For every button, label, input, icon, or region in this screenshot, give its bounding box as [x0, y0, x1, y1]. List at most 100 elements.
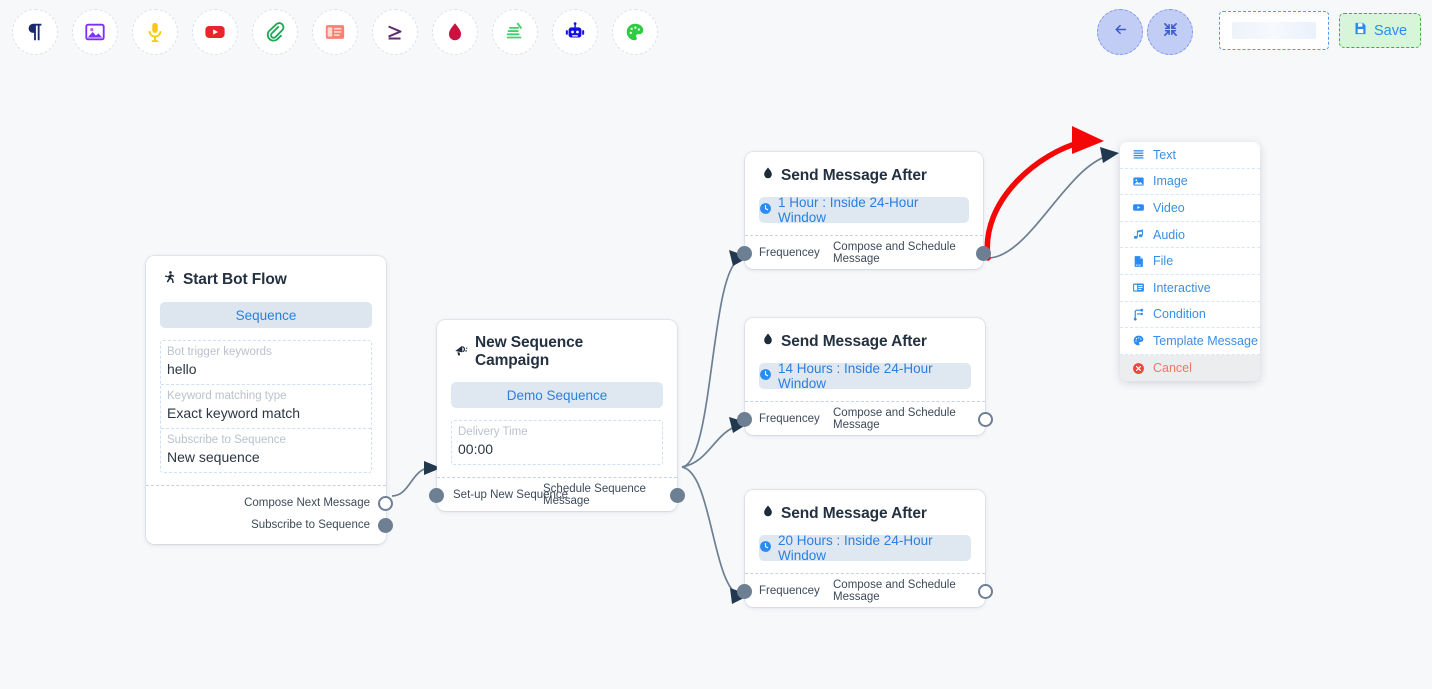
field-delivery-time[interactable]: Delivery Time 00:00 — [452, 421, 662, 464]
toolbar-button-template-message[interactable] — [612, 9, 658, 55]
node-fields: Bot trigger keywords hello Keyword match… — [160, 340, 372, 473]
menu-item-text[interactable]: Text — [1120, 142, 1260, 169]
clock-icon — [759, 202, 772, 218]
fullscreen-button[interactable] — [1147, 9, 1193, 55]
node-title: Send Message After — [745, 318, 985, 351]
node-pill-frequency[interactable]: 14 Hours : Inside 24-Hour Window — [759, 361, 971, 391]
node-pill-label: 20 Hours : Inside 24-Hour Window — [778, 533, 933, 563]
field-label: Keyword matching type — [167, 390, 287, 402]
port-frequency-in[interactable] — [737, 412, 752, 427]
palette-icon — [1131, 334, 1145, 348]
port-label-in: Frequencey — [759, 246, 820, 259]
running-person-icon — [162, 270, 177, 290]
node-send-message-after-2[interactable]: Send Message After 14 Hours : Inside 24-… — [737, 318, 993, 435]
node-title: Send Message After — [745, 490, 985, 523]
port-compose-next-message[interactable] — [378, 495, 393, 511]
droplet-icon — [761, 504, 775, 523]
port-subscribe-to-sequence[interactable] — [378, 517, 393, 533]
toolbar-button-interactive[interactable] — [312, 9, 358, 55]
field-label: Delivery Time — [458, 426, 528, 438]
port-compose-and-schedule-message[interactable] — [978, 584, 993, 599]
field-value: 00:00 — [458, 441, 494, 457]
palette-icon — [624, 21, 646, 43]
toolbar-button-file[interactable] — [252, 9, 298, 55]
field-value: hello — [167, 361, 197, 377]
node-start-bot-flow[interactable]: Start Bot Flow Sequence Bot trigger keyw… — [146, 256, 393, 544]
node-title-text: Send Message After — [781, 166, 927, 184]
node-footer: Frequencey Compose and Schedule Message — [737, 573, 993, 607]
back-button[interactable] — [1097, 9, 1143, 55]
node-footer: Frequencey Compose and Schedule Message — [737, 235, 991, 269]
node-pill-frequency[interactable]: 1 Hour : Inside 24-Hour Window — [759, 195, 969, 225]
node-fields: Delivery Time 00:00 — [451, 420, 663, 465]
menu-item-image[interactable]: Image — [1120, 169, 1260, 196]
menu-item-audio[interactable]: Audio — [1120, 222, 1260, 249]
menu-item-cancel[interactable]: Cancel — [1120, 354, 1260, 382]
field-subscribe-to-sequence[interactable]: Subscribe to Sequence New sequence — [161, 429, 371, 472]
port-label: Compose Next Message — [244, 497, 370, 509]
droplet-icon — [761, 166, 775, 185]
close-circle-icon — [1131, 361, 1145, 375]
field-bot-trigger-keywords[interactable]: Bot trigger keywords hello — [161, 341, 371, 385]
menu-item-interactive[interactable]: Interactive — [1120, 275, 1260, 302]
node-pill-label: Demo Sequence — [506, 387, 608, 403]
node-pill-frequency[interactable]: 20 Hours : Inside 24-Hour Window — [759, 533, 971, 563]
menu-item-video[interactable]: Video — [1120, 195, 1260, 222]
clock-icon — [759, 368, 772, 384]
menu-item-template-message[interactable]: Template Message — [1120, 328, 1260, 355]
port-row-compose-next-message: Compose Next Message — [146, 492, 393, 514]
port-label-out: Schedule Sequence Message — [543, 482, 646, 507]
node-send-message-after-1[interactable]: Send Message After 1 Hour : Inside 24-Ho… — [737, 152, 991, 269]
search-input[interactable] — [1219, 11, 1329, 50]
menu-item-file[interactable]: PDF File — [1120, 248, 1260, 275]
arrow-left-icon — [1112, 21, 1129, 43]
node-new-sequence-campaign[interactable]: New Sequence Campaign Demo Sequence Deli… — [429, 320, 685, 511]
toolbar-button-sequence[interactable] — [492, 9, 538, 55]
field-value: New sequence — [167, 449, 260, 465]
sequence-icon — [504, 21, 526, 43]
message-type-menu[interactable]: Text Image Video — [1120, 142, 1260, 382]
menu-item-label: Cancel — [1153, 361, 1192, 376]
port-frequency-in[interactable] — [737, 246, 752, 261]
field-value: Exact keyword match — [167, 405, 301, 421]
toolbar-button-condition[interactable] — [372, 9, 418, 55]
toolbar-button-paragraph[interactable] — [12, 9, 58, 55]
port-compose-and-schedule-message[interactable] — [978, 412, 993, 427]
menu-item-condition[interactable]: Condition — [1120, 302, 1260, 329]
node-pill-sequence[interactable]: Sequence — [160, 302, 372, 328]
port-label-in: Set-up New Sequence — [453, 488, 569, 501]
node-footer: Compose Next Message Subscribe to Sequen… — [146, 485, 393, 544]
save-button[interactable]: Save — [1339, 13, 1421, 48]
node-pill-demo-sequence[interactable]: Demo Sequence — [451, 382, 663, 408]
video-icon — [1131, 201, 1145, 215]
port-compose-and-schedule-message[interactable] — [976, 246, 991, 261]
image-icon — [1131, 174, 1145, 188]
field-keyword-matching-type[interactable]: Keyword matching type Exact keyword matc… — [161, 385, 371, 429]
toolbar-button-send-message-after[interactable] — [432, 9, 478, 55]
node-pill-label: 14 Hours : Inside 24-Hour Window — [778, 361, 933, 391]
toolbar-button-bot[interactable] — [552, 9, 598, 55]
menu-item-label: Text — [1153, 147, 1176, 162]
node-pill-label: 1 Hour : Inside 24-Hour Window — [778, 195, 919, 225]
node-title: Send Message After — [745, 152, 983, 185]
port-setup-new-sequence[interactable] — [429, 488, 444, 503]
toolbar-button-video[interactable] — [192, 9, 238, 55]
menu-item-label: Video — [1153, 200, 1185, 215]
port-schedule-sequence-message[interactable] — [670, 488, 685, 503]
node-send-message-after-3[interactable]: Send Message After 20 Hours : Inside 24-… — [737, 490, 993, 607]
node-pill-label: Sequence — [235, 307, 297, 323]
port-frequency-in[interactable] — [737, 584, 752, 599]
node-footer: Frequencey Compose and Schedule Message — [737, 401, 993, 435]
save-disk-icon — [1353, 21, 1368, 40]
top-toolbar: Save — [0, 0, 1432, 65]
toolbar-button-audio[interactable] — [132, 9, 178, 55]
text-lines-icon — [1131, 148, 1145, 162]
paragraph-icon — [24, 21, 46, 43]
toolbar-button-image[interactable] — [72, 9, 118, 55]
interactive-icon — [1131, 281, 1145, 295]
port-label-out: Compose and Schedule Message — [833, 406, 956, 431]
menu-item-label: Image — [1153, 174, 1188, 189]
megaphone-icon — [453, 342, 469, 363]
interactive-icon — [324, 21, 346, 43]
